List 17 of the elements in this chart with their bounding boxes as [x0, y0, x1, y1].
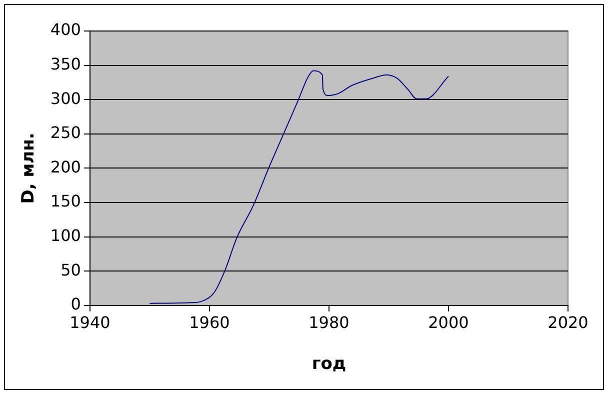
x-tick-label: 2000 [428, 313, 469, 332]
line-series [149, 70, 449, 304]
y-tick-label: 300 [50, 88, 81, 108]
y-tick-label: 200 [50, 157, 81, 176]
x-axis-title: год [312, 354, 346, 374]
y-tick-label: 400 [50, 20, 81, 40]
y-axis-title: D, млн. [18, 132, 39, 204]
y-tick-label: 350 [50, 54, 81, 74]
y-tick-label: 250 [50, 123, 81, 142]
y-tick-label: 150 [50, 192, 81, 211]
x-tick-label: 2020 [548, 313, 588, 332]
x-tick-label: 1940 [70, 313, 110, 332]
x-tick-label: 1960 [189, 313, 230, 332]
x-tick-label: 1980 [308, 313, 350, 332]
y-tick-label: 100 [50, 226, 81, 245]
y-tick-label: 50 [60, 260, 81, 280]
y-tick-label: 0 [70, 294, 81, 314]
